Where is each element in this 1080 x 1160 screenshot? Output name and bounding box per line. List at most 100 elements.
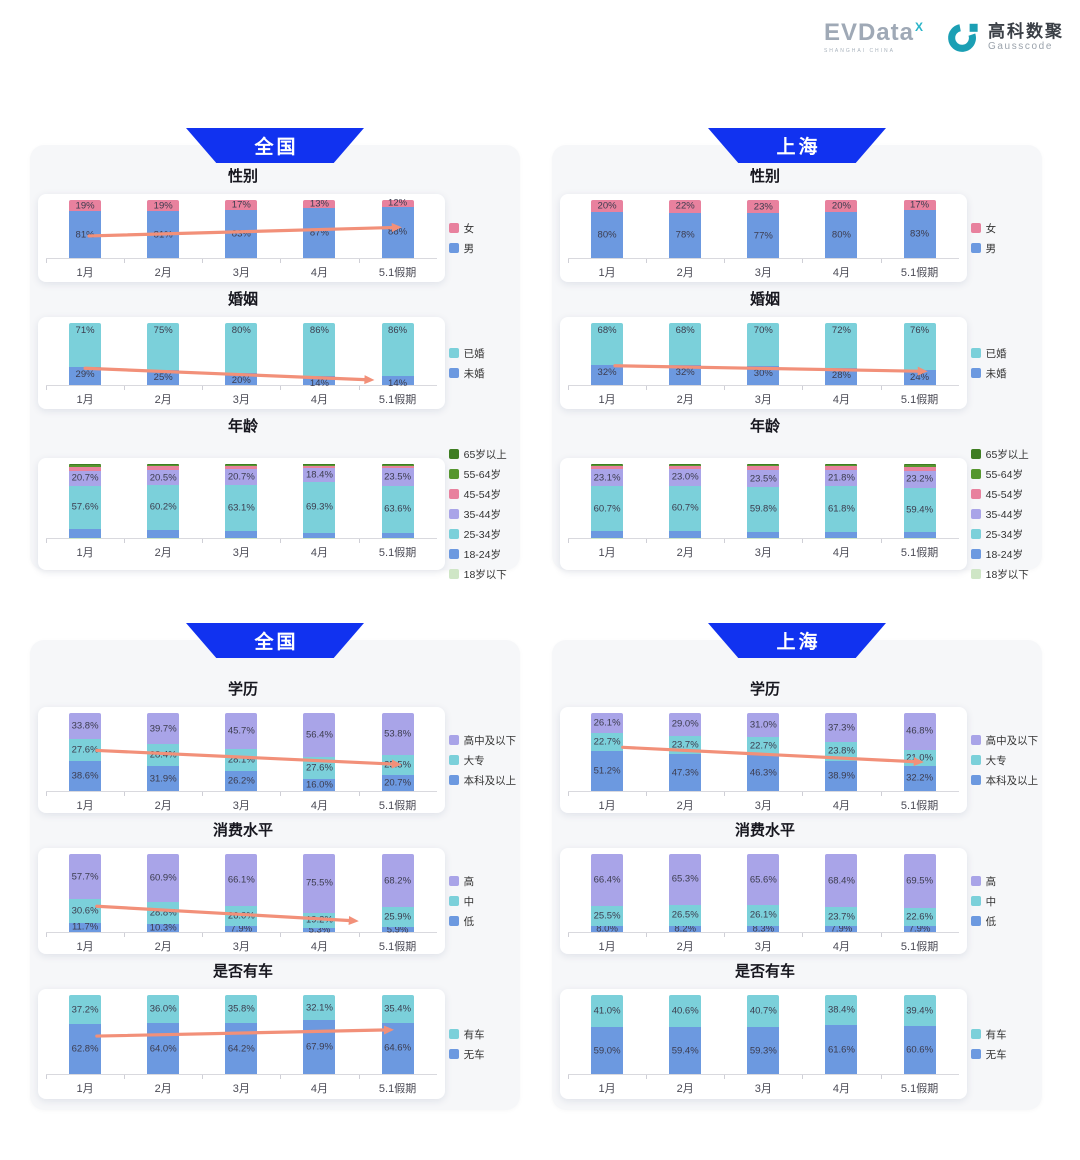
x-axis-label: 3月	[724, 386, 802, 407]
x-axis-label: 2月	[124, 539, 202, 560]
bar-value-label: 22.7%	[593, 736, 621, 748]
legend-label: 18岁以下	[985, 568, 1029, 581]
bar-value-label: 40.7%	[749, 1005, 777, 1017]
bar-value-label: 64.0%	[149, 1042, 177, 1054]
bar-value-label: 78%	[675, 229, 695, 241]
bar-cell: 62.8% 37.2%	[46, 995, 124, 1074]
bar-value-label: 14%	[309, 378, 329, 390]
legend: 已婚 未婚	[967, 343, 1042, 383]
bar-segment: 83%	[903, 209, 936, 258]
legend-item: 55-64岁	[970, 467, 1042, 482]
bar-cell: 67.9% 32.1%	[280, 995, 358, 1074]
legend-item: 已婚	[970, 346, 1042, 361]
bar-value-label: 53.8%	[384, 728, 412, 740]
legend-swatch	[970, 775, 981, 785]
bar-cell: 32% 68%	[646, 323, 724, 385]
bar-segment: 75.5%	[303, 854, 336, 913]
bar-value-label: 19.2%	[305, 914, 333, 926]
header-logos: EVDataX SHANGHAI CHINA 高科数聚 Gausscode	[824, 20, 1064, 54]
bar-value-label: 69.3%	[305, 501, 333, 513]
x-axis-label: 4月	[802, 539, 880, 560]
bar-value-label: 28.8%	[149, 906, 177, 918]
stacked-bar: 64.6% 35.4%	[381, 995, 414, 1074]
chart-shanghai-age: 年龄 60.7% 23.1% 60.7% 23.0% 59.8% 23.5% 61.8% 21.…	[552, 415, 1042, 584]
legend-label: 中	[985, 895, 997, 908]
bar-value-label: 60.7%	[671, 502, 699, 514]
bar-cell: 46.3% 22.7% 31.0%	[724, 713, 802, 791]
legend-item: 无车	[970, 1047, 1042, 1062]
stacked-bar: 63.6% 23.5%	[381, 464, 414, 538]
bar-value-label: 83%	[231, 228, 251, 240]
bar-segment: 19%	[147, 200, 180, 212]
stacked-bar: 51.2% 22.7% 26.1%	[591, 713, 624, 791]
stacked-bar: 60.6% 39.4%	[903, 995, 936, 1074]
bar-cell: 59.4% 40.6%	[646, 995, 724, 1074]
legend-item: 35-44岁	[970, 507, 1042, 522]
legend-label: 45-54岁	[463, 488, 501, 501]
bar-segment	[381, 532, 414, 538]
x-axis-label: 5.1假期	[358, 792, 437, 813]
bar-segment: 80%	[825, 211, 858, 258]
bar-segment: 23.7%	[669, 735, 702, 755]
x-axis: 1月 2月 3月 4月 5.1假期	[46, 258, 437, 280]
bar-segment: 22%	[669, 200, 702, 213]
bars-area: 51.2% 22.7% 26.1% 47.3% 23.7% 29.0% 46.3% 22.7%…	[568, 713, 959, 791]
legend-item: 男	[448, 241, 520, 256]
bar-cell: 8.0% 25.5% 66.4%	[568, 854, 646, 933]
legend-item: 中	[970, 894, 1042, 909]
bar-segment: 60.9%	[147, 854, 180, 902]
stacked-bar: 5.9% 25.9% 68.2%	[381, 854, 414, 934]
bar-value-label: 23%	[753, 200, 773, 212]
bar-value-label: 60.9%	[149, 872, 177, 884]
bar-segment: 26.1%	[747, 905, 780, 926]
stacked-bar: 59.4% 23.2%	[903, 464, 936, 538]
stacked-bar: 59.8% 23.5%	[747, 464, 780, 538]
bar-value-label: 25.9%	[384, 911, 412, 923]
region-banner: 全国	[186, 623, 364, 658]
legend-swatch	[970, 509, 981, 519]
bar-value-label: 38.6%	[71, 770, 99, 782]
bar-segment	[225, 466, 258, 470]
bar-segment: 80%	[225, 323, 258, 373]
chart-body: 57.6% 20.7% 60.2% 20.5% 63.1% 20.7% 69.3% 18.4%…	[30, 444, 520, 584]
x-axis-label: 2月	[124, 1075, 202, 1096]
bar-value-label: 57.7%	[71, 870, 99, 882]
bar-cell: 64.2% 35.8%	[202, 995, 280, 1074]
bar-segment: 38.9%	[825, 760, 858, 791]
legend-label: 25-34岁	[463, 528, 501, 541]
bar-segment: 86%	[303, 323, 336, 377]
bar-value-label: 31.0%	[749, 719, 777, 731]
bar-segment: 68%	[591, 323, 624, 366]
bar-segment: 81%	[147, 211, 180, 258]
bar-segment: 26.2%	[225, 770, 258, 791]
stacked-bar: 7.9% 22.6% 69.5%	[903, 854, 936, 933]
bar-segment: 22.7%	[591, 733, 624, 752]
chart-panel: 51.2% 22.7% 26.1% 47.3% 23.7% 29.0% 46.3% 22.7%…	[560, 707, 967, 813]
bar-value-label: 22%	[675, 200, 695, 212]
chart-body: 81% 19% 81% 19% 83% 17% 87% 13% 88% 12% 1月 2月 3月 4月 5.…	[30, 194, 520, 282]
bar-value-label: 20.5%	[149, 471, 177, 483]
stacked-bar: 88% 12%	[381, 199, 414, 258]
legend-swatch	[448, 348, 459, 358]
bar-segment: 57.7%	[69, 854, 102, 900]
legend-swatch	[448, 569, 459, 579]
legend-item: 高中及以下	[448, 733, 520, 748]
bar-value-label: 7.9%	[230, 923, 253, 935]
bar-cell: 20% 80%	[202, 323, 280, 385]
legend-label: 已婚	[985, 347, 1007, 360]
x-axis-label: 5.1假期	[880, 259, 959, 280]
bar-segment: 86%	[381, 323, 414, 377]
x-axis-label: 3月	[202, 259, 280, 280]
evdata-logo-text: EVDataX	[823, 18, 924, 46]
bar-value-label: 68.4%	[827, 874, 855, 886]
bar-value-label: 28%	[831, 369, 851, 381]
bar-cell: 59.4% 23.2%	[881, 464, 959, 538]
bar-segment	[225, 531, 258, 538]
x-axis-label: 5.1假期	[358, 386, 437, 407]
bar-segment: 35.4%	[381, 995, 414, 1023]
bar-segment: 81%	[69, 211, 102, 258]
bar-value-label: 10.3%	[149, 922, 177, 934]
bar-segment: 47.3%	[669, 754, 702, 791]
legend-swatch	[970, 449, 981, 459]
bar-value-label: 81%	[153, 228, 173, 240]
